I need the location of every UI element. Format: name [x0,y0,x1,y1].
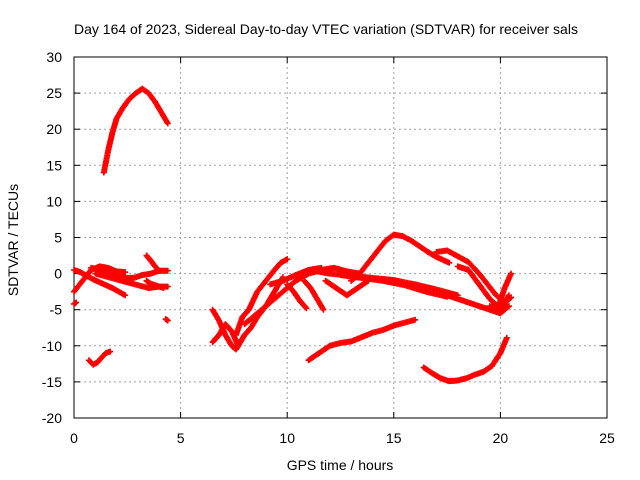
y-tick-label: 15 [46,157,62,173]
series-outlier-b [162,316,171,324]
series-rise-peak [233,256,291,338]
y-tick-label: -15 [42,374,62,390]
y-axis-label: SDTVAR / TECUs [5,184,21,296]
series-dip-a [284,281,310,312]
data-point [303,305,310,312]
x-axis-label: GPS time / hours [287,457,394,473]
x-tick-label: 15 [386,430,402,446]
x-tick-label: 25 [599,430,615,446]
y-tick-label: -5 [50,302,63,318]
series-bump [348,231,453,284]
data-point [160,285,167,292]
data-point [164,283,171,290]
series-dip-b [301,277,327,313]
x-tick-label: 5 [177,430,185,446]
series-hump [143,252,163,274]
data-point [73,299,80,306]
data-point [122,269,129,276]
chart-title: Day 164 of 2023, Sidereal Day-to-day VTE… [74,21,578,37]
grid-lines [74,57,607,418]
y-axis: -20 -15 -10 -5 0 5 10 15 20 25 30 [42,49,607,426]
series-outlier-a [71,299,80,307]
data-point [164,267,171,274]
data-point [412,316,419,323]
y-tick-label: 30 [46,49,62,65]
data-point [156,267,163,274]
data-point [503,334,510,341]
series-early-e [143,277,167,292]
data-point [235,342,242,349]
series-early-c [88,264,171,281]
data-point [164,120,171,127]
y-tick-label: 5 [54,230,62,246]
x-tick-label: 10 [279,430,295,446]
y-tick-label: 10 [46,193,62,209]
series-arc-high [100,85,171,176]
series-v-shape-b [209,321,242,349]
data-point [107,348,114,355]
data-point [446,259,453,266]
data-point [320,306,327,313]
y-tick-label: 25 [46,85,62,101]
y-tick-label: -20 [42,410,62,426]
y-tick-label: 0 [54,266,62,282]
series-late-c [486,292,512,313]
data-point [302,304,309,311]
y-tick-label: -10 [42,338,62,354]
data-points [71,85,515,385]
x-tick-label: 0 [70,430,78,446]
series-curl [322,277,372,299]
data-point [122,292,129,299]
data-point [155,266,162,273]
data-point [505,303,512,310]
data-point [364,278,371,285]
y-tick-label: 20 [46,121,62,137]
x-axis: 0 5 10 15 20 25 [70,57,615,446]
data-point [508,270,515,277]
data-point [164,317,171,324]
data-point [505,292,512,299]
data-point [365,277,372,284]
series-arc-low [420,334,510,385]
series-rise-c [305,316,419,364]
series-dip-low [85,348,114,368]
x-tick-label: 20 [493,430,509,446]
data-point [284,256,291,263]
series-early-a [71,266,129,299]
